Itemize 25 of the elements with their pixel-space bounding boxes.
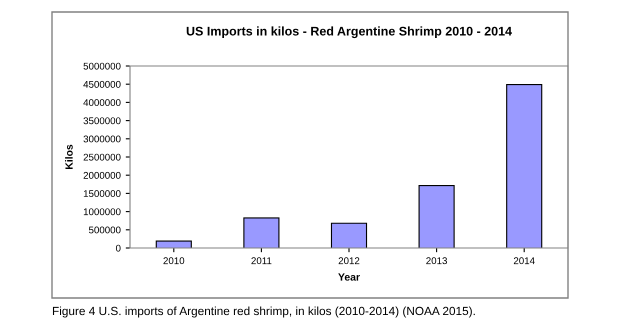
bar [418, 185, 455, 248]
x-axis-title: Year [338, 273, 360, 281]
bar [243, 217, 280, 248]
x-tick-label: 2011 [251, 257, 272, 264]
chart-title: US Imports in kilos - Red Argentine Shrimp 2010 - 2014 [186, 26, 512, 38]
x-tick-label: 2012 [338, 257, 360, 264]
caption: Figure 4 U.S. imports of Argentine red shrimp, in kilos (2010-2014) (NOAA 2015). [52, 306, 475, 318]
y-tick-label: 0 [116, 244, 121, 252]
x-tick-label: 2013 [426, 257, 447, 264]
bar [330, 222, 368, 248]
y-tick-label: 3500000 [84, 117, 121, 124]
y-axis-title: Kilos [65, 144, 73, 170]
y-tick-label: 4000000 [83, 99, 121, 106]
y-tick-label: 5000000 [84, 62, 121, 70]
y-tick-label: 500000 [88, 226, 121, 234]
x-tick-label: 2010 [163, 257, 184, 264]
bar [506, 84, 542, 248]
bar [156, 240, 192, 248]
y-tick-label: 1000000 [84, 208, 121, 216]
y-tick-label: 1500000 [84, 190, 121, 198]
y-tick-label: 2500000 [84, 154, 121, 161]
y-tick-label: 3000000 [84, 136, 121, 142]
x-tick-label: 2014 [514, 257, 535, 264]
y-tick-label: 2000000 [84, 172, 121, 179]
y-tick-label: 4500000 [83, 80, 121, 88]
